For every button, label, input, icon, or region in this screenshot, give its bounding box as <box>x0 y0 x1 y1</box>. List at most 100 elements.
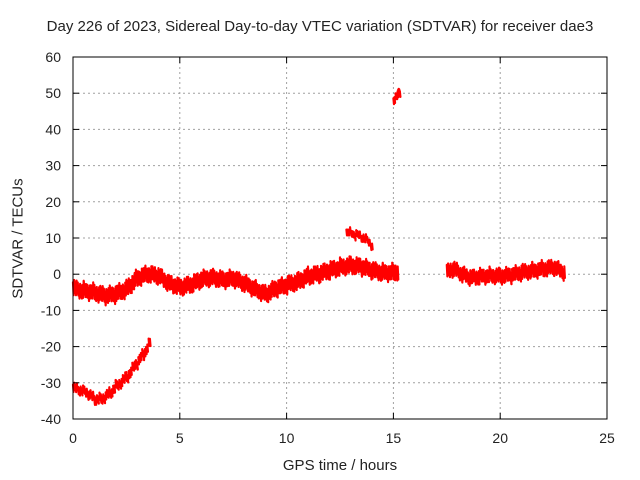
data-point <box>392 97 396 106</box>
data-point <box>506 268 510 282</box>
data-point <box>318 267 322 284</box>
data-point <box>246 277 250 293</box>
data-point <box>133 271 137 287</box>
data-point <box>126 279 130 296</box>
data-point <box>480 268 483 283</box>
data-point <box>95 394 99 404</box>
data-point <box>94 396 98 406</box>
data-point <box>470 270 474 285</box>
data-point <box>113 289 117 306</box>
data-point <box>490 269 494 284</box>
data-point <box>274 282 278 298</box>
data-point <box>354 259 358 275</box>
data-point <box>168 274 171 290</box>
data-point <box>175 279 178 296</box>
data-point <box>289 276 292 292</box>
data-point <box>346 257 349 273</box>
data-point <box>369 243 373 252</box>
data-point <box>110 388 114 398</box>
data-series-group <box>71 337 152 406</box>
data-point <box>329 259 333 276</box>
data-point <box>452 262 455 276</box>
data-point <box>106 288 110 305</box>
data-point <box>292 277 296 293</box>
data-point <box>172 278 176 294</box>
data-point <box>520 264 524 279</box>
data-point <box>486 269 489 283</box>
data-point <box>294 275 298 292</box>
data-point <box>138 270 142 286</box>
data-point <box>140 267 144 283</box>
y-tick-label: -10 <box>41 302 61 318</box>
data-point <box>351 258 355 274</box>
data-point <box>80 387 84 397</box>
data-point <box>362 260 366 276</box>
data-point <box>149 268 152 284</box>
data-point <box>350 229 353 238</box>
data-point <box>112 384 115 395</box>
data-point <box>395 92 399 101</box>
data-point <box>328 264 332 280</box>
data-point <box>77 284 81 300</box>
data-point <box>133 360 137 370</box>
data-point <box>561 268 565 282</box>
y-tick-label: 30 <box>45 158 61 174</box>
data-point <box>265 287 269 303</box>
data-point <box>396 265 400 281</box>
data-point <box>242 276 246 292</box>
data-point <box>309 269 313 285</box>
y-axis-label: SDTVAR / TECUs <box>9 178 27 299</box>
data-point <box>169 275 173 291</box>
data-point <box>90 391 94 402</box>
data-point <box>94 286 98 303</box>
x-tick-label: 15 <box>386 430 402 446</box>
data-point <box>104 391 108 401</box>
data-point <box>125 278 129 294</box>
data-point <box>139 351 143 362</box>
data-point <box>445 263 449 278</box>
data-point <box>357 257 361 273</box>
data-point <box>251 280 254 296</box>
data-point <box>467 273 471 287</box>
chart-title: Day 226 of 2023, Sidereal Day-to-day VTE… <box>46 18 594 35</box>
data-point <box>142 351 146 362</box>
data-point <box>128 368 132 379</box>
data-point <box>494 269 498 284</box>
data-point <box>458 267 462 282</box>
data-point <box>336 261 340 277</box>
data-point <box>464 269 468 283</box>
data-point <box>211 267 215 283</box>
data-point <box>548 260 552 275</box>
data-point <box>500 271 504 286</box>
data-point <box>103 394 107 405</box>
data-point <box>386 267 390 284</box>
data-point <box>355 229 358 238</box>
data-point <box>334 263 337 279</box>
data-point <box>449 262 453 277</box>
data-point <box>93 396 97 406</box>
data-series <box>71 87 566 406</box>
data-point <box>81 384 85 394</box>
data-point <box>474 272 477 286</box>
data-point <box>466 271 470 286</box>
data-point <box>315 266 318 282</box>
data-point <box>389 264 393 281</box>
data-point <box>214 272 218 288</box>
data-point <box>379 266 383 282</box>
data-point <box>201 271 205 288</box>
data-point <box>89 284 93 300</box>
data-point <box>347 228 351 237</box>
data-point <box>141 267 145 283</box>
data-point <box>477 270 481 284</box>
data-point <box>312 265 316 281</box>
data-point <box>291 276 295 293</box>
data-point <box>350 260 354 276</box>
data-point <box>310 268 314 284</box>
data-point <box>515 266 519 281</box>
data-point <box>516 267 520 282</box>
y-tick-label: 60 <box>45 49 61 65</box>
data-point <box>96 288 100 304</box>
data-point <box>450 265 454 279</box>
data-point <box>108 387 112 398</box>
